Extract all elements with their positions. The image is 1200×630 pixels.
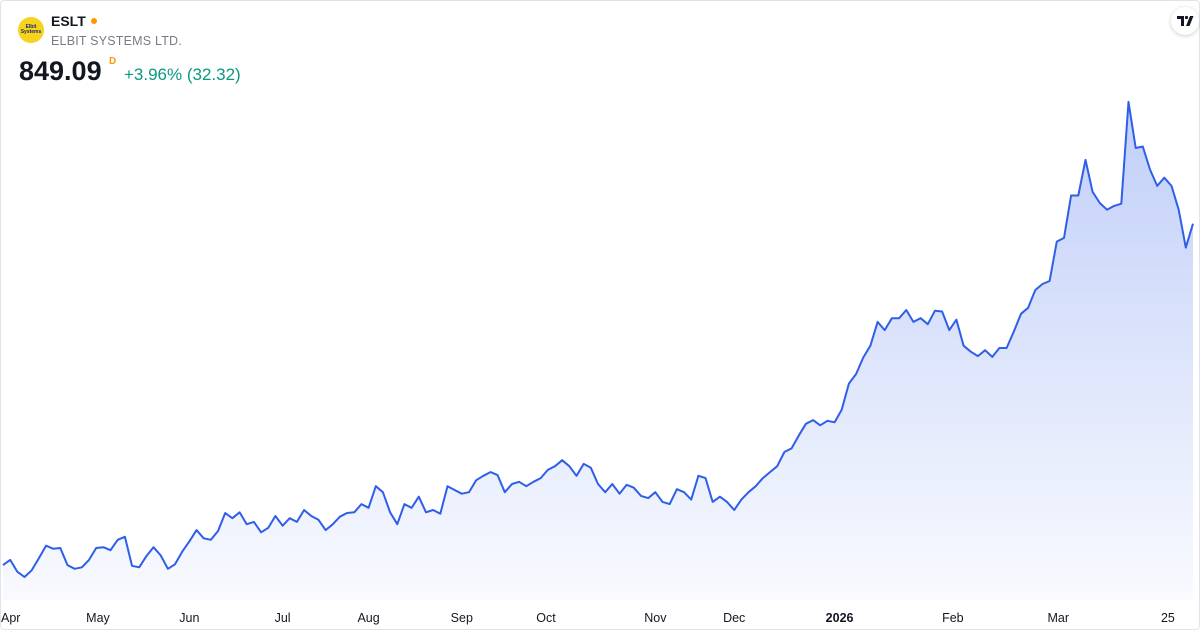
x-tick-label: Feb (942, 611, 964, 625)
x-tick-label: 2026 (826, 611, 854, 625)
price-flag: D (109, 56, 117, 67)
x-tick-label: Sep (451, 611, 473, 625)
x-tick-label: Dec (723, 611, 745, 625)
symbol-row: ESLT (51, 13, 97, 29)
x-tick-label: Aug (357, 611, 379, 625)
status-dot (90, 18, 97, 24)
logo-text: Elbit Systems (20, 24, 42, 35)
x-tick-label: May (86, 611, 110, 625)
symbol: ESLT (51, 13, 86, 29)
company-name: ELBIT SYSTEMS LTD. (51, 34, 182, 48)
x-tick-label: Nov (644, 611, 667, 625)
price: 849.09 (19, 56, 102, 86)
x-tick-label: Mar (1047, 611, 1069, 625)
x-tick-label: Jul (275, 611, 291, 625)
price-line (2, 100, 1194, 578)
x-tick-label: 25 (1161, 611, 1175, 625)
x-tick-label: Oct (536, 611, 556, 625)
price-change: +3.96% (32.32) (124, 65, 241, 84)
x-tick-label: Apr (1, 611, 20, 625)
x-tick-label: Jun (179, 611, 199, 625)
tradingview-icon (1177, 15, 1194, 26)
area-fill (3, 101, 1193, 601)
logo: Elbit Systems (18, 17, 44, 43)
tradingview-logo[interactable] (1171, 7, 1199, 35)
